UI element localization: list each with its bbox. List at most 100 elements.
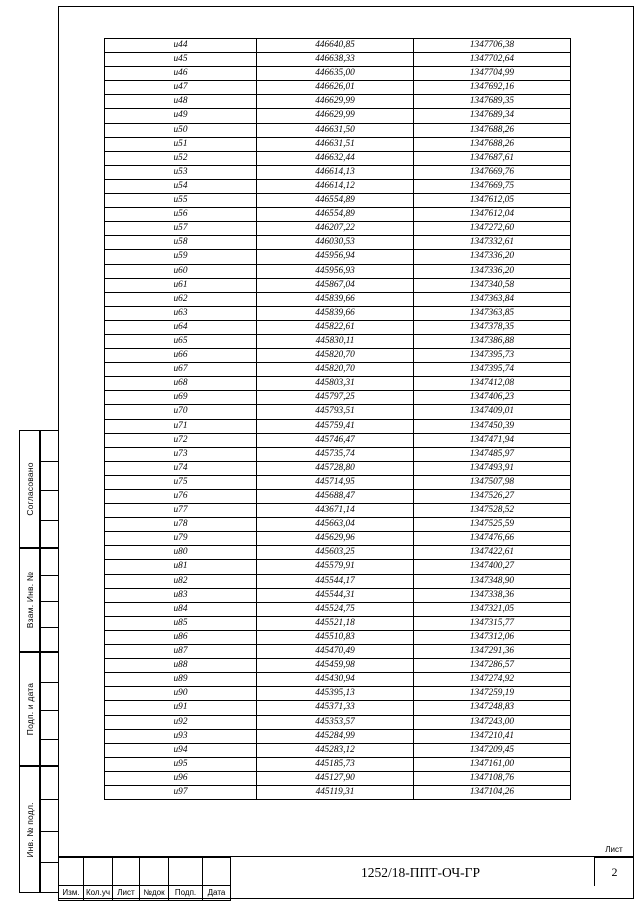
cell-y: 1347378,35 [413,319,571,335]
cell-y: 1347406,23 [413,390,571,406]
cell-y: 1347704,99 [413,66,571,82]
margin-tick [41,738,58,740]
cell-point: и66 [104,348,257,364]
margin-label-3: Подп. и дата [19,652,40,766]
table-row: и83 445544,31 1347338,36 [104,587,571,603]
cell-y: 1347493,91 [413,460,571,476]
table-row: и78 445663,04 1347525,59 [104,517,571,533]
table-row: и56 446554,89 1347612,04 [104,207,571,223]
cell-point: и71 [104,418,257,434]
table-row: и73 445735,74 1347485,97 [104,446,571,462]
title-block: Изм. Кол.уч Лист №док Подп. Дата 1252/18-ППТ-… [58,845,634,901]
margin-label-text: Взам. Инв. № [24,571,35,629]
coordinate-table: и44 446640,85 1347706,38 и45 446638,33 134770… [104,37,571,801]
margin-tick [41,862,58,864]
cell-point: и81 [104,559,257,575]
cell-y: 1347274,92 [413,672,571,688]
cell-point: и55 [104,193,257,209]
cell-x: 445714,95 [256,474,414,491]
cell-x: 445127,90 [256,770,414,786]
cell-y: 1347409,01 [413,404,571,420]
cell-y: 1347395,74 [413,362,571,378]
cell-y: 1347336,20 [413,263,571,279]
table-row: и70 445793,51 1347409,01 [104,404,571,420]
revision-header-5: Подп. [168,885,203,901]
cell-x: 446554,89 [256,193,414,209]
cell-y: 1347702,64 [413,52,571,68]
cell-point: и76 [104,488,257,505]
cell-y: 1347476,66 [413,531,571,547]
revision-entry-3 [112,857,140,886]
revision-header-row: Изм. Кол.уч Лист №док Подп. Дата [58,885,231,901]
sheet-number-box: Лист 2 [594,843,634,900]
cell-y: 1347689,34 [413,108,571,124]
table-row: и95 445185,73 1347161,00 [104,756,571,772]
cell-point: и53 [104,164,257,180]
cell-point: и93 [104,728,257,744]
cell-x: 445629,96 [256,531,414,547]
cell-x: 445579,91 [256,559,414,575]
table-row: и93 445284,99 1347210,41 [104,728,571,744]
cell-y: 1347332,61 [413,235,571,251]
cell-y: 1347422,61 [413,545,571,561]
cell-point: и51 [104,136,257,152]
cell-y: 1347259,19 [413,686,571,702]
cell-point: и52 [104,150,257,166]
cell-point: и87 [104,644,257,660]
cell-point: и50 [104,122,257,138]
cell-point: и73 [104,446,257,462]
revision-entry-2 [83,857,113,886]
cell-point: и94 [104,742,257,758]
cell-point: и58 [104,235,257,251]
cell-x: 446632,44 [256,150,414,166]
cell-x: 445544,17 [256,573,414,589]
table-row: и97 445119,31 1347104,26 [104,784,571,801]
table-row: и59 445956,94 1347336,20 [104,249,571,265]
table-row: и72 445746,47 1347471,94 [104,432,571,448]
sheet-label: Лист [605,845,623,854]
cell-y: 1347321,05 [413,601,571,617]
margin-label-strip: Согласовано Взам. Инв. № Подп. и дата Инв. … [19,430,59,893]
cell-x: 445797,25 [256,390,414,406]
table-row: и94 445283,12 1347209,45 [104,742,571,758]
table-row: и50 446631,50 1347688,26 [104,122,571,138]
cell-y: 1347526,27 [413,488,571,505]
cell-x: 445284,99 [256,728,414,744]
table-row: и87 445470,49 1347291,36 [104,644,571,660]
margin-tick [41,575,58,576]
cell-y: 1347386,88 [413,333,571,350]
cell-point: и82 [104,573,257,589]
cell-point: и54 [104,178,257,195]
cell-y: 1347687,61 [413,150,571,166]
cell-point: и88 [104,658,257,674]
margin-tick-column-3 [40,652,59,766]
cell-y: 1347248,83 [413,700,571,716]
cell-point: и45 [104,52,257,68]
cell-y: 1347507,98 [413,474,571,491]
cell-y: 1347612,05 [413,193,571,209]
cell-x: 445470,49 [256,644,414,660]
cell-y: 1347209,45 [413,742,571,758]
cell-point: и62 [104,291,257,307]
table-row: и92 445353,57 1347243,00 [104,714,571,730]
margin-label-4: Инв. № подл. [19,766,40,893]
margin-tick-column-4 [40,766,59,893]
cell-point: и46 [104,66,257,82]
table-row: и71 445759,41 1347450,39 [104,418,571,434]
table-row: и58 446030,53 1347332,61 [104,235,571,251]
cell-point: и83 [104,587,257,603]
revision-entry-6 [202,857,231,886]
margin-tick [41,710,58,711]
cell-point: и49 [104,108,257,124]
table-row: и55 446554,89 1347612,05 [104,193,571,209]
cell-y: 1347291,36 [413,644,571,660]
cell-y: 1347348,90 [413,573,571,589]
table-row: и49 446629,99 1347689,34 [104,108,571,124]
cell-x: 445521,18 [256,615,414,631]
cell-y: 1347395,73 [413,348,571,364]
cell-y: 1347528,52 [413,503,571,519]
cell-y: 1347400,27 [413,559,571,575]
cell-x: 445185,73 [256,756,414,772]
cell-point: и77 [104,503,257,519]
